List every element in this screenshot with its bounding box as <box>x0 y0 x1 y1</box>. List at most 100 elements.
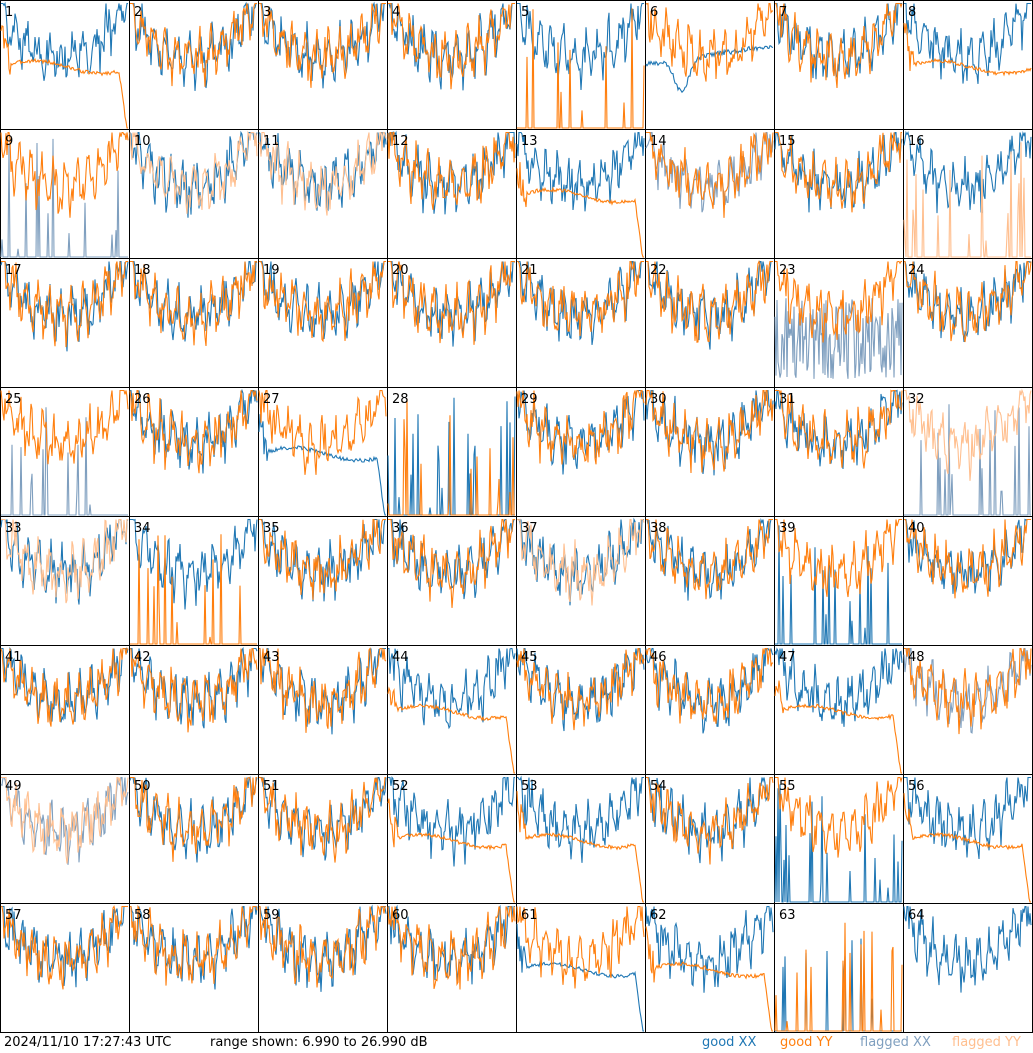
panel-14: 14 <box>645 129 775 259</box>
panel-47: 47 <box>774 645 904 775</box>
panel-label: 25 <box>5 392 22 407</box>
series-good-xx <box>259 776 387 861</box>
panel-45: 45 <box>516 645 646 775</box>
panel-34: 34 <box>129 516 259 646</box>
series-good-xx <box>1 905 128 988</box>
panel-label: 10 <box>134 134 151 149</box>
panel-24: 24 <box>903 258 1033 388</box>
panel-label: 37 <box>521 521 538 536</box>
panel-18: 18 <box>129 258 259 388</box>
panel-label: 41 <box>5 650 22 665</box>
series-good-yy <box>516 791 644 903</box>
series-good-xx <box>388 776 515 867</box>
series-good-yy <box>387 131 516 210</box>
panel-48: 48 <box>903 645 1033 775</box>
series-good-yy <box>259 518 386 600</box>
panel-26: 26 <box>129 387 259 517</box>
series-good-yy <box>130 534 257 645</box>
panel-label: 53 <box>521 779 538 794</box>
panel-17: 17 <box>0 258 130 388</box>
panel-frame <box>903 645 1033 775</box>
series-good-yy <box>516 389 645 465</box>
timestamp: 2024/11/10 17:27:43 UTC <box>4 1035 172 1050</box>
panel-label: 17 <box>5 263 22 278</box>
series-good-yy <box>129 389 258 474</box>
panel-27: 27 <box>258 387 388 517</box>
panel-label: 24 <box>908 263 925 278</box>
series-good-yy <box>1 905 128 990</box>
panel-label: 34 <box>134 521 151 536</box>
panel-3: 3 <box>258 0 388 130</box>
panel-43: 43 <box>258 645 388 775</box>
panel-label: 22 <box>650 263 667 278</box>
series-flagged-yy <box>904 388 1032 481</box>
series-good-xx <box>645 647 774 734</box>
panel-frame <box>387 0 517 130</box>
panel-label: 36 <box>392 521 409 536</box>
panel-59: 59 <box>258 903 388 1033</box>
panel-label: 48 <box>908 650 925 665</box>
panel-label: 35 <box>263 521 280 536</box>
series-good-yy <box>0 646 129 727</box>
series-flagged-xx <box>1 407 128 516</box>
panel-frame <box>129 0 259 130</box>
panel-9: 9 <box>0 129 130 259</box>
panel-10: 10 <box>129 129 259 259</box>
series-good-yy <box>129 647 258 733</box>
panel-label: 54 <box>650 779 667 794</box>
series-good-yy <box>645 926 773 1032</box>
panel-label: 63 <box>779 908 796 923</box>
series-good-xx <box>774 784 903 903</box>
series-good-yy <box>646 259 773 343</box>
legend-good-yy: good YY <box>780 1035 833 1050</box>
panel-58: 58 <box>129 903 259 1033</box>
series-good-xx <box>904 260 1032 342</box>
series-good-xx <box>258 414 386 516</box>
series-flagged-xx <box>903 647 1032 734</box>
panel-label: 4 <box>392 5 400 20</box>
series-flagged-xx <box>645 131 774 213</box>
panel-1: 1 <box>0 0 130 130</box>
series-good-yy <box>388 260 516 345</box>
panel-label: 51 <box>263 779 280 794</box>
series-good-xx <box>259 260 386 339</box>
series-good-yy <box>130 260 258 347</box>
panel-label: 57 <box>5 908 22 923</box>
panel-54: 54 <box>645 774 775 904</box>
panel-36: 36 <box>387 516 517 646</box>
series-good-yy <box>130 2 257 87</box>
series-good-yy <box>258 389 387 475</box>
series-good-xx <box>903 130 1032 214</box>
range-text: range shown: 6.990 to 26.990 dB <box>210 1035 428 1050</box>
panel-label: 43 <box>263 650 280 665</box>
panel-50: 50 <box>129 774 259 904</box>
panel-35: 35 <box>258 516 388 646</box>
series-good-yy <box>0 389 129 465</box>
series-flagged-xx <box>904 404 1031 516</box>
series-flagged-xx <box>0 138 128 258</box>
series-flagged-yy <box>903 142 1031 258</box>
panel-56: 56 <box>903 774 1033 904</box>
panel-label: 9 <box>5 134 13 149</box>
series-flagged-yy <box>517 518 645 606</box>
series-good-xx <box>1 1 128 81</box>
panel-frame <box>774 774 904 904</box>
panel-44: 44 <box>387 645 517 775</box>
panel-41: 41 <box>0 645 130 775</box>
series-good-yy <box>775 776 903 858</box>
panel-33: 33 <box>0 516 130 646</box>
series-good-yy <box>517 8 645 129</box>
panel-label: 62 <box>650 908 667 923</box>
panel-label: 52 <box>392 779 409 794</box>
series-good-yy <box>516 162 644 258</box>
panel-frame <box>129 774 259 904</box>
series-good-yy <box>774 922 903 1032</box>
series-good-xx <box>130 260 257 342</box>
panel-37: 37 <box>516 516 646 646</box>
panel-31: 31 <box>774 387 904 517</box>
panel-64: 64 <box>903 903 1033 1033</box>
panel-38: 38 <box>645 516 775 646</box>
series-good-yy <box>387 905 516 990</box>
series-good-yy <box>259 647 387 733</box>
